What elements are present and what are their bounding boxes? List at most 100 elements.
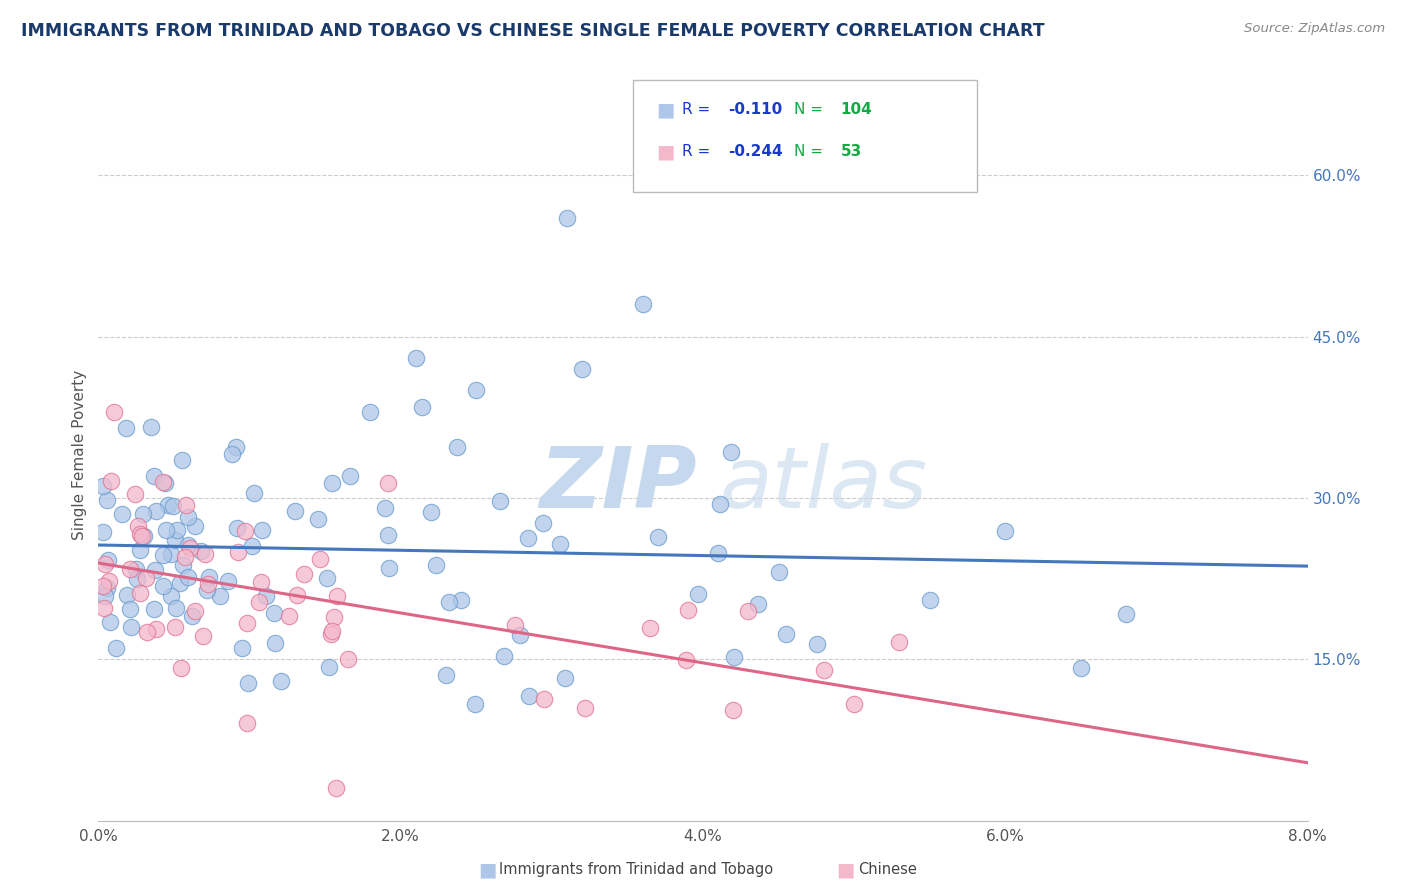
Point (129, 527, 152, 541)
Point (548, 536, 571, 550)
Text: Chinese: Chinese (858, 863, 917, 877)
Point (173, 550, 195, 565)
Point (93, 557, 115, 571)
Point (243, 485, 266, 500)
Text: ■: ■ (478, 860, 496, 880)
Point (450, 593, 472, 607)
Point (555, 211, 578, 226)
Point (96, 492, 118, 507)
Point (165, 601, 187, 615)
Point (284, 504, 307, 518)
Point (172, 453, 194, 467)
Point (217, 574, 239, 588)
Point (465, 384, 488, 398)
Point (209, 590, 232, 604)
Point (98, 615, 121, 630)
Point (270, 674, 292, 689)
Point (127, 519, 149, 533)
Point (326, 590, 349, 604)
Point (128, 542, 150, 557)
Point (686, 587, 709, 601)
Point (143, 601, 166, 615)
Point (374, 501, 396, 516)
Point (153, 475, 176, 490)
Point (446, 440, 468, 454)
Point (145, 622, 167, 636)
Text: 104: 104 (841, 103, 873, 117)
Point (193, 629, 215, 643)
Point (163, 533, 186, 547)
Point (918, 593, 941, 607)
Text: Immigrants from Trinidad and Tobago: Immigrants from Trinidad and Tobago (499, 863, 773, 877)
Point (434, 668, 457, 682)
Point (531, 516, 554, 530)
Point (96, 581, 118, 595)
Point (143, 563, 166, 577)
Point (519, 690, 541, 704)
Point (315, 571, 337, 585)
Point (163, 620, 186, 634)
Text: 53: 53 (841, 145, 862, 159)
Point (179, 541, 201, 555)
Text: ■: ■ (657, 142, 675, 161)
Text: atlas: atlas (720, 442, 928, 525)
Point (235, 616, 257, 631)
Point (120, 620, 142, 634)
Point (152, 549, 174, 563)
Point (111, 507, 134, 521)
Point (994, 524, 1017, 539)
Point (747, 597, 769, 611)
Point (517, 531, 540, 545)
Point (125, 562, 148, 576)
Point (129, 585, 152, 599)
Point (174, 499, 197, 513)
Point (236, 716, 259, 731)
Point (124, 487, 146, 501)
Point (308, 552, 330, 566)
Point (723, 703, 745, 717)
Point (813, 664, 835, 678)
Point (226, 521, 249, 535)
Point (307, 512, 329, 526)
Point (325, 781, 347, 796)
Text: N =: N = (794, 103, 824, 117)
Point (723, 650, 745, 665)
Point (323, 610, 346, 624)
Point (91, 479, 114, 493)
Text: ZIP: ZIP (540, 442, 697, 525)
Point (707, 546, 730, 560)
Point (183, 518, 205, 533)
Point (226, 545, 249, 559)
Point (321, 624, 343, 638)
Point (1070, 661, 1092, 675)
Point (136, 624, 159, 639)
Text: N =: N = (794, 145, 824, 159)
Text: IMMIGRANTS FROM TRINIDAD AND TOBAGO VS CHINESE SINGLE FEMALE POVERTY CORRELATION: IMMIGRANTS FROM TRINIDAD AND TOBAGO VS C… (21, 22, 1045, 40)
Point (160, 548, 183, 562)
Point (360, 405, 382, 419)
Point (420, 505, 443, 519)
Point (131, 529, 153, 543)
Point (177, 510, 200, 524)
Text: ■: ■ (837, 860, 855, 880)
Point (142, 468, 165, 483)
Point (1115, 607, 1137, 621)
Point (103, 405, 125, 419)
Point (127, 572, 149, 586)
Point (411, 400, 433, 414)
Point (91, 579, 114, 593)
Point (132, 507, 155, 521)
Point (250, 574, 273, 589)
Point (318, 660, 340, 674)
Point (117, 588, 139, 602)
Point (844, 697, 866, 711)
Point (464, 698, 486, 712)
Point (100, 475, 122, 489)
Point (162, 499, 184, 513)
Point (503, 618, 526, 632)
Point (425, 558, 447, 572)
Point (236, 676, 259, 690)
Point (139, 420, 162, 434)
Point (405, 351, 427, 365)
Point (190, 543, 212, 558)
